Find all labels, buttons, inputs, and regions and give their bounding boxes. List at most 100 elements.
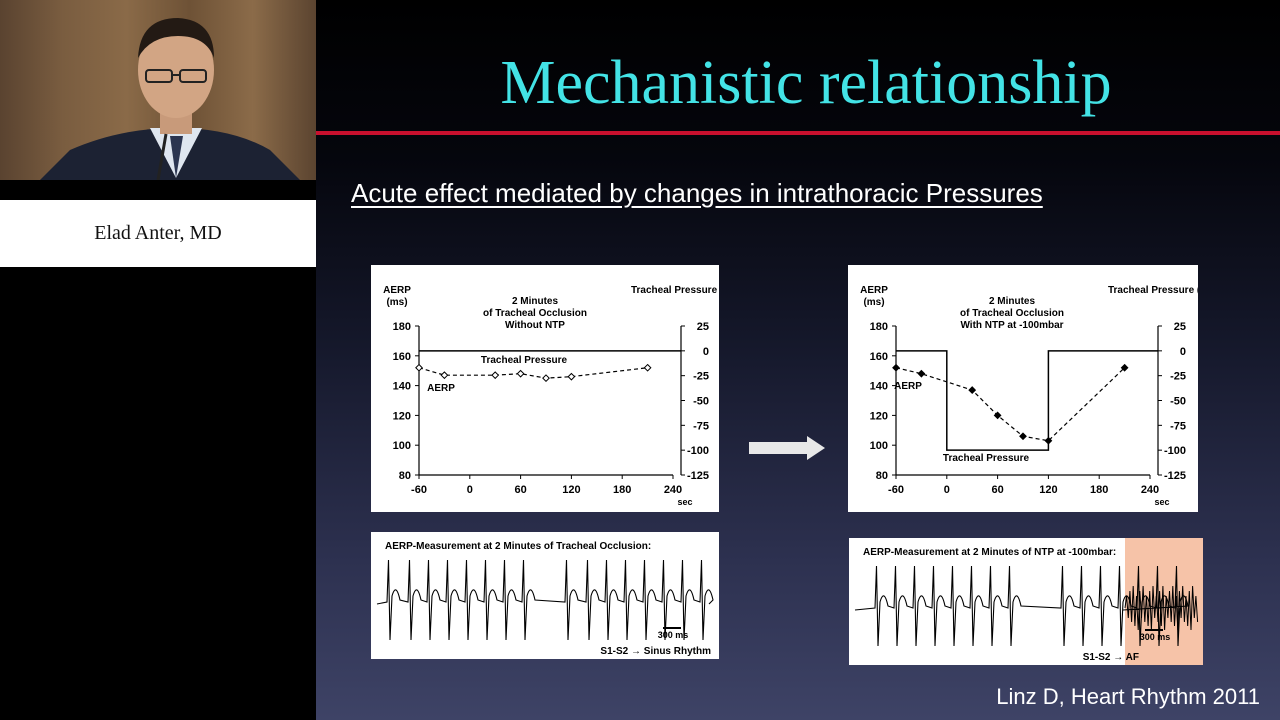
- y2-tick-label: -125: [1164, 470, 1186, 482]
- data-point-aerp: [516, 369, 525, 378]
- series-line-tracheal-pressure: [896, 350, 1158, 451]
- ecg-panel-sinus: AERP-Measurement at 2 Minutes of Trachea…: [371, 532, 719, 659]
- speaker-pane: Elad Anter, MD: [0, 0, 316, 720]
- x-tick-label: -60: [888, 484, 904, 496]
- x-tick-label: 240: [664, 484, 682, 496]
- x-axis-label: sec: [1154, 497, 1169, 507]
- right-arrow-icon: [749, 436, 825, 460]
- y2-axis-label: Tracheal Pressure (mbar): [631, 285, 719, 296]
- ecg-trace-sinus: AERP-Measurement at 2 Minutes of Trachea…: [376, 541, 714, 657]
- slide: Mechanistic relationship Acute effect me…: [316, 0, 1280, 720]
- ecg-title: AERP-Measurement at 2 Minutes of NTP at …: [863, 547, 1116, 558]
- y-axis-label: AERP: [383, 285, 411, 296]
- y-axis-label-unit: (ms): [386, 297, 407, 308]
- x-tick-label: 180: [613, 484, 631, 496]
- y2-tick-label: 25: [1174, 321, 1186, 333]
- x-tick-label: 120: [1039, 484, 1057, 496]
- y-tick-label: 80: [399, 470, 411, 482]
- data-point-aerp: [643, 363, 652, 372]
- x-tick-label: 60: [514, 484, 526, 496]
- data-point-aerp: [892, 363, 900, 372]
- series-label-tracheal-pressure: Tracheal Pressure: [943, 453, 1030, 464]
- chart-without-ntp: AERP(ms)Tracheal Pressure (mbar)2 Minute…: [383, 285, 751, 507]
- series-label-aerp: AERP: [894, 381, 922, 392]
- ecg-scale-label: 300 ms: [658, 630, 689, 640]
- y-tick-label: 100: [870, 440, 888, 452]
- chart-with-ntp: AERP(ms)Tracheal Pressure (mbar)2 Minute…: [860, 285, 1228, 507]
- series-line-aerp: [418, 367, 648, 379]
- chart-title: 2 Minutes: [512, 296, 559, 307]
- x-tick-label: 240: [1141, 484, 1159, 496]
- x-tick-label: 120: [562, 484, 580, 496]
- y2-tick-label: -75: [693, 420, 709, 432]
- ecg-trace-af: AERP-Measurement at 2 Minutes of NTP at …: [854, 538, 1203, 665]
- y2-tick-label: -125: [687, 470, 709, 482]
- series-label-aerp: AERP: [427, 383, 455, 394]
- slide-subtitle: Acute effect mediated by changes in intr…: [351, 178, 1043, 208]
- x-tick-label: -60: [411, 484, 427, 496]
- data-point-aerp: [415, 363, 423, 372]
- data-point-aerp: [1120, 363, 1129, 372]
- y2-tick-label: -50: [1170, 396, 1186, 408]
- chart-title: of Tracheal Occlusion: [960, 308, 1064, 319]
- y-axis-label-unit: (ms): [863, 297, 884, 308]
- y2-tick-label: -100: [1164, 445, 1186, 457]
- y2-tick-label: -50: [693, 396, 709, 408]
- y2-tick-label: 0: [1180, 346, 1186, 358]
- y-tick-label: 180: [393, 321, 411, 333]
- y2-tick-label: -25: [1170, 371, 1186, 383]
- data-point-aerp: [1044, 436, 1053, 445]
- data-point-aerp: [968, 386, 977, 394]
- chart-title: Without NTP: [505, 320, 565, 331]
- y2-tick-label: 0: [703, 346, 709, 358]
- ecg-panel-af: AERP-Measurement at 2 Minutes of NTP at …: [849, 538, 1203, 665]
- speaker-figure: [40, 18, 300, 180]
- x-tick-label: 0: [944, 484, 950, 496]
- speaker-name-plate: Elad Anter, MD: [0, 200, 316, 267]
- chart-title: of Tracheal Occlusion: [483, 308, 587, 319]
- data-point-aerp: [1019, 432, 1027, 441]
- y-tick-label: 140: [870, 381, 888, 393]
- y-axis-label: AERP: [860, 285, 888, 296]
- y-tick-label: 120: [870, 410, 888, 422]
- x-axis-label: sec: [677, 497, 692, 507]
- x-tick-label: 180: [1090, 484, 1108, 496]
- y-tick-label: 80: [876, 470, 888, 482]
- y-tick-label: 140: [393, 381, 411, 393]
- chart-title: 2 Minutes: [989, 296, 1036, 307]
- chart-panel-with-ntp: AERP(ms)Tracheal Pressure (mbar)2 Minute…: [848, 265, 1228, 512]
- data-point-aerp: [542, 374, 550, 383]
- speaker-video: [0, 0, 316, 180]
- ecg-result-label: S1-S2 → Sinus Rhythm: [600, 646, 711, 657]
- y2-tick-label: -25: [693, 371, 709, 383]
- data-point-aerp: [440, 371, 449, 380]
- y2-tick-label: 25: [697, 321, 709, 333]
- chart-panel-without-ntp: AERP(ms)Tracheal Pressure (mbar)2 Minute…: [371, 265, 751, 512]
- y-tick-label: 180: [870, 321, 888, 333]
- y-tick-label: 160: [870, 351, 888, 363]
- y-tick-label: 100: [393, 440, 411, 452]
- series-line-aerp: [895, 367, 1126, 442]
- y-tick-label: 160: [393, 351, 411, 363]
- chart-title: With NTP at -100mbar: [960, 320, 1063, 331]
- ecg-scale-label: 300 ms: [1140, 632, 1171, 642]
- citation: Linz D, Heart Rhythm 2011: [996, 684, 1260, 709]
- ecg-trace-fibrillation: [1124, 585, 1199, 631]
- data-point-aerp: [491, 371, 500, 380]
- y2-tick-label: -75: [1170, 420, 1186, 432]
- y2-tick-label: -100: [687, 445, 709, 457]
- y2-axis-label: Tracheal Pressure (mbar): [1108, 285, 1198, 296]
- ecg-result-label: S1-S2 → AF: [1083, 652, 1139, 663]
- data-point-aerp: [993, 411, 1002, 420]
- ecg-title: AERP-Measurement at 2 Minutes of Trachea…: [385, 541, 651, 552]
- x-tick-label: 60: [991, 484, 1003, 496]
- ecg-trace: [376, 559, 714, 641]
- data-point-aerp: [567, 372, 576, 381]
- speaker-name: Elad Anter, MD: [94, 222, 222, 244]
- x-tick-label: 0: [467, 484, 473, 496]
- slide-title: Mechanistic relationship: [500, 49, 1112, 117]
- ecg-trace: [854, 565, 1189, 647]
- series-label-tracheal-pressure: Tracheal Pressure: [481, 355, 568, 366]
- data-point-aerp: [917, 369, 926, 378]
- title-divider: [316, 131, 1280, 135]
